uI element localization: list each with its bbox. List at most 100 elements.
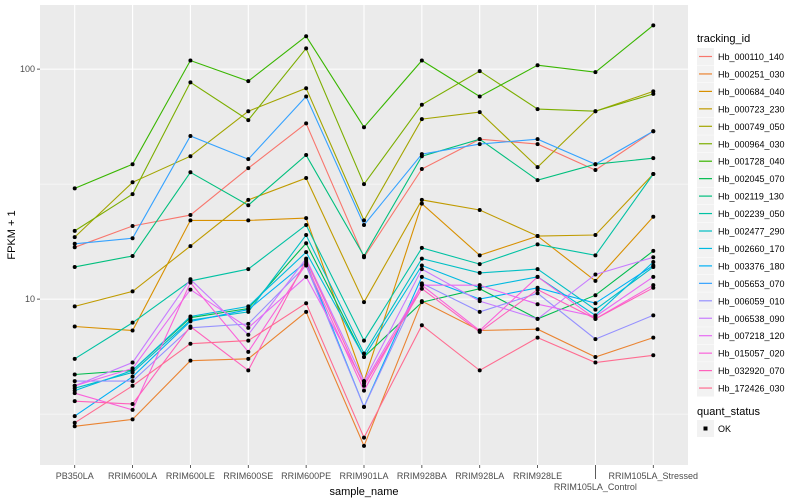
legend-item: Hb_000110_140	[697, 48, 784, 65]
data-point	[362, 443, 366, 448]
data-point	[535, 316, 540, 321]
data-point	[188, 213, 193, 218]
legend-item: Hb_000749_050	[697, 117, 785, 135]
data-point	[477, 69, 482, 74]
legend-label: Hb_000251_030	[718, 69, 785, 79]
data-point	[304, 223, 309, 228]
data-point	[362, 218, 366, 223]
legend-label: Hb_001728_040	[718, 157, 785, 167]
data-point	[593, 233, 598, 237]
data-point	[593, 70, 598, 75]
data-point	[72, 420, 77, 425]
legend-item: Hb_000723_230	[697, 100, 785, 118]
data-point	[593, 168, 598, 173]
data-point	[246, 349, 251, 354]
data-point	[651, 214, 656, 219]
data-point	[130, 289, 135, 294]
data-point	[477, 137, 482, 142]
legend-label: Hb_000723_230	[718, 104, 785, 114]
data-point	[419, 117, 424, 122]
data-point	[304, 46, 309, 51]
legend-item: Hb_003376_180	[697, 257, 785, 275]
data-point	[246, 109, 251, 114]
data-point	[593, 293, 598, 298]
data-point	[130, 236, 135, 241]
data-point	[130, 360, 135, 365]
data-point	[188, 358, 193, 363]
data-point	[477, 299, 482, 304]
legend-label: Hb_003376_180	[718, 261, 785, 271]
data-point	[130, 253, 135, 258]
x-tick-label: RRIM105LA_Stressed	[609, 471, 699, 481]
legend-item: Hb_002660_170	[697, 239, 785, 257]
data-point	[419, 263, 424, 268]
data-point	[362, 182, 366, 187]
legend: tracking_id Hb_000110_140 Hb_000251_030 Hb…	[697, 33, 785, 437]
data-point	[651, 263, 656, 268]
data-point	[362, 404, 366, 409]
data-point	[651, 259, 656, 264]
data-point	[72, 241, 77, 246]
x-tick-label: RRIM928BA	[397, 471, 447, 481]
x-tick-label: RRIM928LA	[455, 471, 504, 481]
legend-item: Hb_172426_030	[697, 379, 785, 397]
data-point	[72, 245, 77, 250]
data-point	[72, 399, 77, 404]
data-point	[130, 180, 135, 185]
data-point	[419, 283, 424, 288]
legend-label: Hb_000110_140	[718, 52, 784, 62]
data-point	[593, 162, 598, 167]
x-axis: PB350LA RRIM600LA RRIM600LE RRIM600SE RRIM60…	[56, 465, 698, 492]
data-point	[130, 379, 135, 384]
data-point	[535, 107, 540, 112]
data-point	[246, 356, 251, 361]
data-point	[72, 356, 77, 361]
x-tick-label: RRIM600LA	[108, 471, 157, 481]
data-point	[593, 316, 598, 321]
data-point	[72, 186, 77, 191]
data-point	[246, 166, 251, 171]
data-point	[593, 360, 598, 365]
legend-item: Hb_002239_050	[697, 205, 785, 223]
data-point	[419, 245, 424, 250]
legend-label: Hb_002239_050	[718, 209, 785, 219]
legend-item: Hb_032920_070	[697, 362, 785, 380]
legend-item: Hb_001728_040	[697, 152, 785, 170]
data-point	[362, 253, 366, 258]
data-point	[535, 302, 540, 307]
data-point	[362, 300, 366, 305]
data-point	[130, 383, 135, 388]
data-point	[477, 270, 482, 275]
data-point	[477, 142, 482, 147]
data-point	[362, 355, 366, 360]
legend-label: Hb_006538_090	[718, 314, 785, 324]
data-point	[188, 319, 193, 324]
data-point	[477, 262, 482, 267]
data-point	[593, 109, 598, 114]
data-point	[304, 274, 309, 279]
legend-label: Hb_002045_070	[718, 174, 785, 184]
data-point	[362, 338, 366, 343]
data-point	[188, 80, 193, 85]
data-point	[419, 152, 424, 157]
data-point	[188, 314, 193, 319]
x-tick-label: RRIM105LA_Control	[554, 482, 637, 492]
data-point	[304, 216, 309, 221]
data-point	[188, 244, 193, 249]
legend-label: Hb_002660_170	[718, 244, 785, 254]
data-point	[362, 351, 366, 356]
data-point	[651, 129, 656, 134]
legend-item: Hb_000251_030	[697, 65, 785, 83]
data-point	[72, 372, 77, 377]
data-point	[593, 253, 598, 258]
data-point	[535, 335, 540, 340]
legend-label: Hb_000684_040	[718, 87, 785, 97]
x-tick-label: RRIM928LE	[513, 471, 562, 481]
data-point	[651, 156, 656, 161]
data-point	[246, 368, 251, 373]
data-point	[419, 267, 424, 272]
data-point	[72, 235, 77, 240]
data-point	[72, 391, 77, 396]
data-point	[651, 23, 656, 28]
